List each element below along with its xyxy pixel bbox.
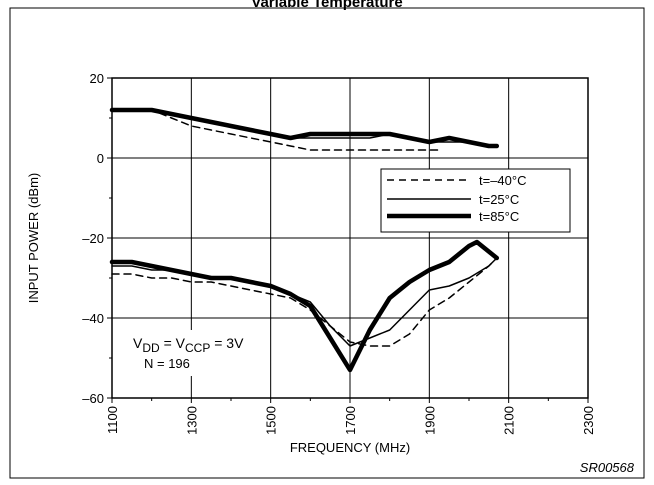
x-tick-label-1700: 1700 [343, 406, 358, 435]
legend-box [380, 168, 571, 233]
legend: t=–40°C t=25°C t=85°C [380, 168, 571, 233]
ticks: 1100 1300 1500 1700 1900 2100 2300 –60 –40 –20 0 20 [82, 71, 596, 435]
y-tick-label-0: 0 [97, 151, 104, 166]
annotation-background [131, 330, 255, 376]
legend-label-85: t=85°C [479, 209, 519, 224]
annotation-sub-dd: DD [142, 341, 160, 355]
y-tick-label-20: 20 [90, 71, 104, 86]
x-axis-label: FREQUENCY (MHz) [290, 440, 410, 455]
x-tick-label-1900: 1900 [422, 406, 437, 435]
y-tick-label--20: –20 [82, 231, 104, 246]
series-thick-line-upper [109, 107, 500, 149]
annotation-block: VDD = VCCP = 3V N = 196 [131, 330, 255, 376]
y-axis-label: INPUT POWER (dBm) [26, 173, 41, 304]
x-tick-label-2100: 2100 [502, 406, 517, 435]
annotation-sub-ccp: CCP [185, 341, 210, 355]
series-dashed-line-upper [111, 109, 442, 151]
annotation-vdd-line: VDD = VCCP = 3V [133, 335, 244, 355]
annotation-v1: V [133, 335, 143, 351]
legend-label-25: t=25°C [479, 192, 519, 207]
annotation-tail: = 3V [210, 335, 244, 351]
x-tick-label-2300: 2300 [581, 406, 596, 435]
x-tick-label-1300: 1300 [184, 406, 199, 435]
x-tick-label-1500: 1500 [264, 406, 279, 435]
y-tick-label--60: –60 [82, 391, 104, 406]
figure-border [9, 7, 645, 479]
x-tick-label-1100: 1100 [105, 406, 120, 434]
figure-code: SR00568 [580, 460, 635, 475]
series-thick-line-lower [109, 239, 500, 373]
series-layer [109, 107, 500, 373]
annotation-n-line: N = 196 [144, 356, 190, 371]
legend-label-minus40: t=–40°C [479, 173, 526, 188]
chart-title: Variable Temperature [251, 0, 402, 11]
y-tick-label--40: –40 [82, 311, 104, 326]
annotation-eq: = V [160, 335, 186, 351]
